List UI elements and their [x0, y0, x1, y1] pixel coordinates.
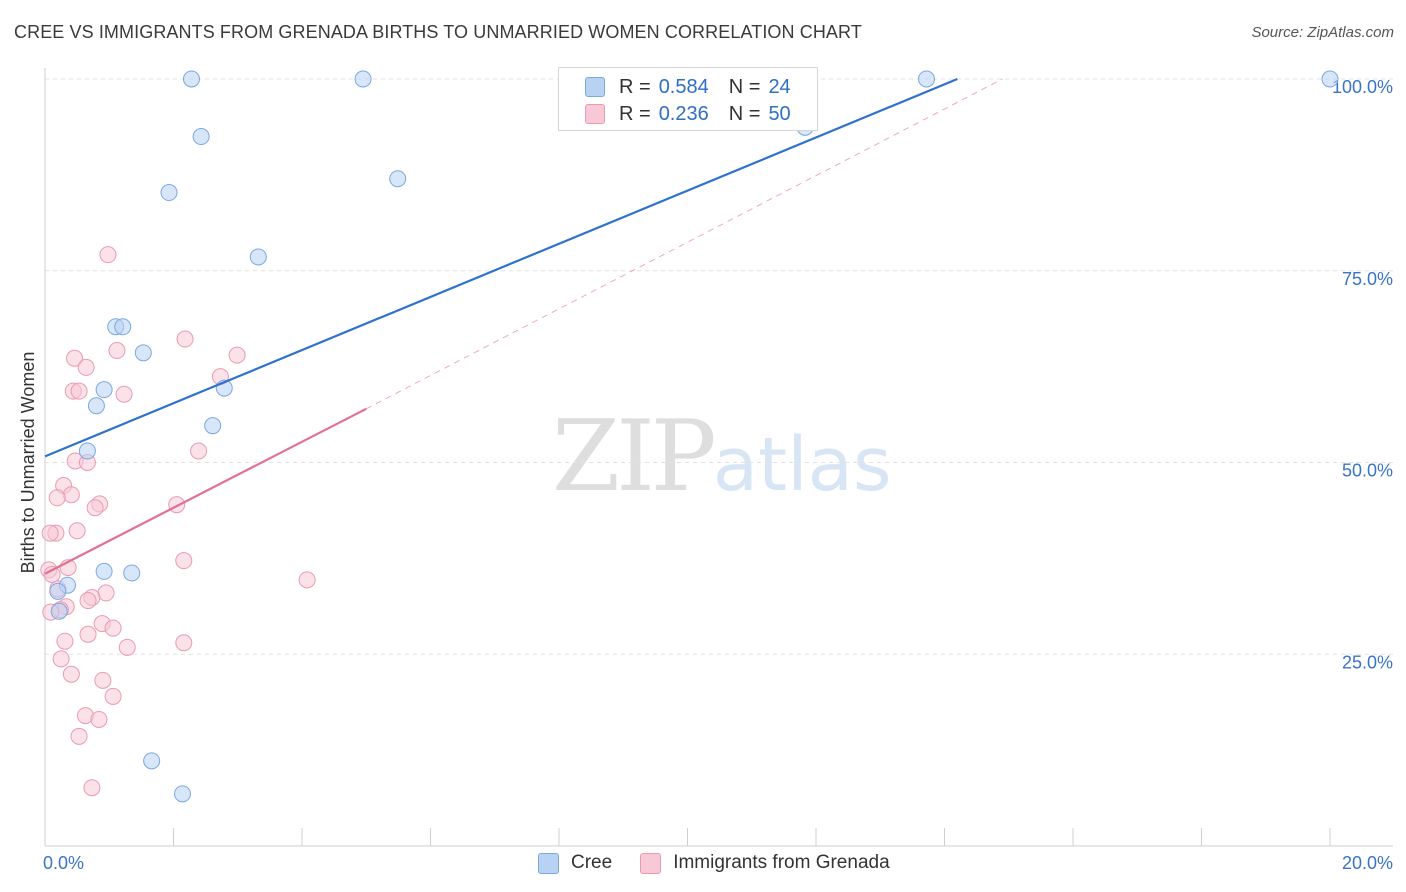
point-grenada: [175, 634, 193, 652]
point-grenada: [68, 522, 86, 540]
point-grenada: [86, 499, 104, 517]
point-cree: [354, 70, 372, 88]
point-grenada: [79, 592, 97, 610]
y-tick-label: 75.0%: [1342, 269, 1393, 289]
point-grenada: [115, 385, 133, 403]
trendline-grenada: [44, 407, 367, 575]
bottom-legend-swatch-grenada: [640, 852, 662, 874]
legend-r-value-cree: 0.584: [658, 75, 709, 98]
point-cree: [160, 184, 178, 202]
watermark: ZIPatlas: [552, 400, 892, 514]
point-cree: [50, 602, 68, 620]
x-tick-label-min: 0.0%: [43, 853, 84, 873]
point-cree: [173, 785, 191, 803]
point-grenada: [228, 346, 246, 364]
point-grenada: [168, 496, 186, 514]
x-tick-label-max: 20.0%: [1342, 853, 1393, 873]
point-cree: [123, 564, 141, 582]
point-grenada: [118, 638, 136, 656]
point-grenada: [175, 552, 193, 570]
point-grenada: [94, 671, 112, 689]
point-cree: [49, 582, 67, 600]
point-grenada: [83, 779, 101, 797]
point-grenada: [66, 349, 84, 367]
point-grenada: [43, 565, 61, 583]
y-tick-label: 25.0%: [1342, 652, 1393, 672]
legend-n-label: N =: [728, 75, 761, 98]
point-cree: [204, 417, 222, 435]
point-grenada: [70, 382, 88, 400]
point-grenada: [104, 619, 122, 637]
point-cree: [918, 70, 936, 88]
bottom-legend: Cree Immigrants from Grenada: [538, 852, 890, 874]
legend-row-cree: R = 0.584 N = 24: [585, 74, 791, 100]
point-grenada: [52, 650, 70, 668]
point-cree: [95, 381, 113, 399]
watermark-zip: ZIP: [552, 400, 717, 514]
y-tick-label: 100.0%: [1332, 77, 1393, 97]
trendline-grenada-extension: [366, 78, 1003, 410]
point-cree: [134, 344, 152, 362]
point-grenada: [70, 727, 88, 745]
point-grenada: [77, 358, 95, 376]
point-grenada: [190, 442, 208, 460]
chart-title: CREE VS IMMIGRANTS FROM GRENADA BIRTHS T…: [14, 22, 862, 42]
legend-n-value-cree: 24: [768, 75, 791, 98]
point-cree: [87, 397, 105, 415]
legend-r-value-grenada: 0.236: [658, 102, 709, 125]
point-cree: [95, 562, 113, 580]
legend-n-value-grenada: 50: [768, 102, 791, 125]
bottom-legend-swatch-cree: [538, 852, 559, 874]
point-grenada: [108, 342, 126, 360]
point-cree: [389, 170, 407, 188]
legend-row-grenada: R = 0.236 N = 50: [585, 101, 791, 127]
point-grenada: [97, 584, 115, 602]
point-grenada: [176, 330, 194, 348]
legend-n-label: N =: [728, 102, 761, 125]
y-tick-label: 50.0%: [1342, 461, 1393, 481]
y-axis-title: Births to Unmarried Women: [18, 352, 38, 574]
point-grenada: [62, 665, 80, 683]
point-grenada: [62, 486, 80, 504]
legend-swatch-cree: [585, 77, 605, 97]
point-cree: [192, 128, 210, 146]
point-grenada: [99, 246, 117, 264]
point-grenada: [56, 632, 74, 650]
point-grenada: [41, 524, 59, 542]
source-label: Source: ZipAtlas.com: [1251, 24, 1394, 41]
point-cree: [143, 752, 161, 770]
point-cree: [114, 318, 132, 336]
point-grenada: [90, 710, 108, 728]
point-grenada: [48, 489, 66, 507]
legend-r-label: R =: [619, 102, 651, 125]
point-cree: [1321, 70, 1339, 88]
legend-swatch-grenada: [585, 104, 605, 124]
legend: R = 0.584 N = 24 R = 0.236 N = 50: [558, 67, 818, 131]
point-grenada: [79, 625, 97, 643]
bottom-legend-label-cree: Cree: [571, 852, 613, 873]
point-cree: [182, 70, 200, 88]
point-cree: [78, 442, 96, 460]
legend-r-label: R =: [619, 75, 651, 98]
point-cree: [249, 248, 267, 266]
point-grenada: [298, 571, 316, 589]
watermark-atlas: atlas: [712, 422, 892, 508]
bottom-legend-label-grenada: Immigrants from Grenada: [673, 852, 890, 873]
trendline-cree: [44, 77, 958, 458]
point-grenada: [104, 687, 122, 705]
